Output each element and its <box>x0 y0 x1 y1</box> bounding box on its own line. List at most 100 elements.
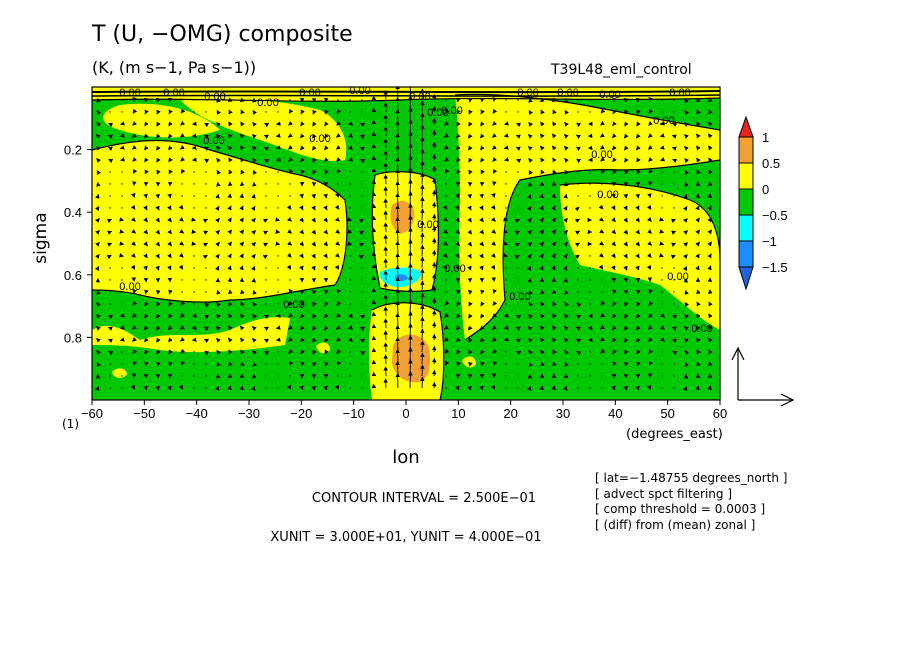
vector-arrow <box>563 253 568 259</box>
vector-arrow <box>684 158 689 163</box>
vector-arrow <box>563 217 568 223</box>
vector-arrow <box>95 146 101 151</box>
vector-arrow <box>684 110 690 116</box>
vector-arrow <box>696 121 701 127</box>
vector-arrow <box>564 313 569 319</box>
vector-point <box>661 99 663 101</box>
vector-arrow <box>528 158 533 163</box>
vector-arrow <box>670 254 676 260</box>
vector-arrow <box>334 384 339 390</box>
vector-arrow <box>180 120 186 126</box>
colorbar-segment <box>738 214 754 242</box>
vector-arrow <box>264 350 270 356</box>
vector-arrow <box>528 169 534 175</box>
vector-arrow <box>335 325 341 330</box>
vector-arrow <box>648 337 653 342</box>
vector-arrow <box>540 361 545 367</box>
vector-arrow <box>251 385 256 391</box>
vector-arrow <box>492 360 498 366</box>
vector-arrow <box>648 121 653 126</box>
vector-arrow <box>516 351 522 356</box>
contour-label: 0.00 <box>204 91 225 103</box>
vector-arrow <box>515 134 521 139</box>
vector-arrow <box>564 145 569 151</box>
vector-point <box>589 387 591 389</box>
vector-arrow <box>263 242 269 247</box>
vector-arrow <box>262 254 268 260</box>
vector-arrow <box>431 201 437 209</box>
run-name: T39L48_eml_control <box>551 62 692 78</box>
vector-arrow <box>456 109 461 115</box>
vector-arrow <box>107 338 113 343</box>
vector-point <box>193 207 195 209</box>
vector-arrow <box>600 300 606 306</box>
vector-point <box>265 111 267 113</box>
vector-arrow <box>216 349 221 355</box>
vector-arrow <box>167 253 172 259</box>
vector-arrow <box>515 146 521 151</box>
vector-arrow <box>611 229 616 235</box>
vector-arrow <box>288 120 294 126</box>
vector-point <box>589 267 591 269</box>
vector-arrow <box>444 312 449 318</box>
vector-arrow <box>264 158 270 164</box>
vector-arrow <box>576 122 582 128</box>
vector-arrow <box>179 229 185 234</box>
vector-arrow <box>552 121 557 127</box>
vector-arrow <box>155 265 160 271</box>
vector-arrow <box>132 337 137 342</box>
vector-arrow <box>695 217 700 223</box>
vector-arrow <box>371 191 377 197</box>
vector-arrow <box>528 109 534 115</box>
vector-arrow <box>514 255 520 260</box>
vector-arrow <box>420 292 425 305</box>
vector-arrow <box>540 121 545 127</box>
vector-arrow <box>204 350 210 356</box>
vector-point <box>361 111 363 113</box>
vector-arrow <box>371 227 377 233</box>
vector-arrow <box>624 109 629 115</box>
vector-point <box>517 195 519 197</box>
vector-point <box>181 99 183 101</box>
vector-arrow <box>611 253 616 259</box>
vector-arrow <box>383 174 388 185</box>
vector-arrow <box>612 313 617 319</box>
vector-point <box>445 291 447 293</box>
vector-arrow <box>527 218 532 223</box>
vector-point <box>361 291 363 293</box>
vector-point <box>661 267 663 269</box>
vector-arrow <box>155 253 160 259</box>
vector-arrow <box>96 338 101 343</box>
vector-arrow <box>647 145 653 150</box>
vector-arrow <box>540 349 545 355</box>
vector-point <box>349 195 351 197</box>
vector-arrow <box>143 217 148 223</box>
vector-arrow <box>156 361 161 367</box>
vector-arrow <box>540 169 545 175</box>
vector-arrow <box>670 218 677 223</box>
vector-arrow <box>636 145 641 151</box>
note-line: [ advect spct filtering ] <box>595 487 732 501</box>
vector-arrow <box>156 313 161 319</box>
vector-arrow <box>468 133 473 139</box>
vector-arrow <box>420 340 425 353</box>
vector-point <box>289 99 291 101</box>
vector-arrow <box>335 229 341 234</box>
vector-point <box>205 387 207 389</box>
vector-point <box>577 267 579 269</box>
vector-arrow <box>516 122 522 128</box>
vector-arrow <box>299 265 304 271</box>
vector-arrow <box>598 204 604 210</box>
contour-label: 0.00 <box>599 89 620 101</box>
vector-arrow <box>251 133 257 139</box>
vector-point <box>121 111 123 113</box>
vector-arrow <box>696 301 701 307</box>
vector-arrow <box>144 313 149 319</box>
vector-arrow <box>156 349 161 355</box>
contour-label: 0.00 <box>444 263 465 275</box>
vector-point <box>673 303 675 305</box>
vector-arrow <box>420 244 425 257</box>
vector-point <box>181 279 183 281</box>
vector-point <box>361 99 363 101</box>
vector-arrow <box>227 265 232 271</box>
